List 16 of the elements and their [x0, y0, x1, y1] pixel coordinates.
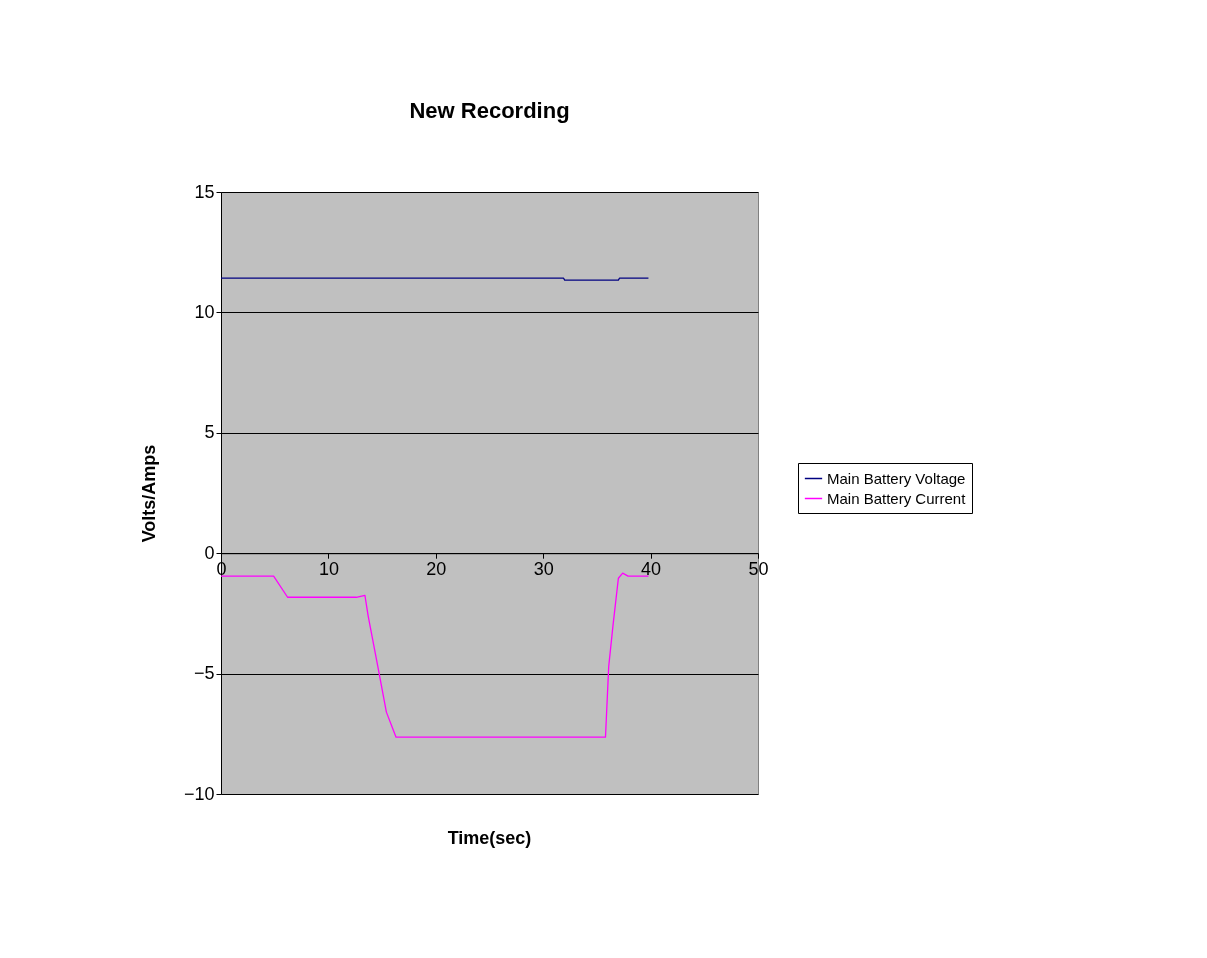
- y-tick-label: −5: [193, 663, 215, 684]
- chart-title: New Recording: [409, 98, 570, 123]
- legend-label: Main Battery Current: [827, 489, 967, 507]
- x-tick-label: 30: [533, 558, 554, 579]
- y-tick-label: −10: [183, 783, 215, 804]
- x-tick-label: 20: [426, 558, 447, 579]
- x-tick-label: 50: [748, 558, 769, 579]
- legend-label: Main Battery Voltage: [827, 469, 966, 487]
- x-tick-label: 40: [641, 558, 662, 579]
- y-tick-label: 15: [194, 181, 215, 202]
- y-tick-label: 10: [194, 301, 215, 322]
- x-tick-label: 10: [318, 558, 339, 579]
- y-tick-label: 0: [204, 542, 215, 563]
- y-tick-label: 5: [204, 422, 215, 443]
- x-axis-title: Time(sec): [447, 828, 532, 848]
- y-axis-title: Volts/Amps: [138, 444, 159, 543]
